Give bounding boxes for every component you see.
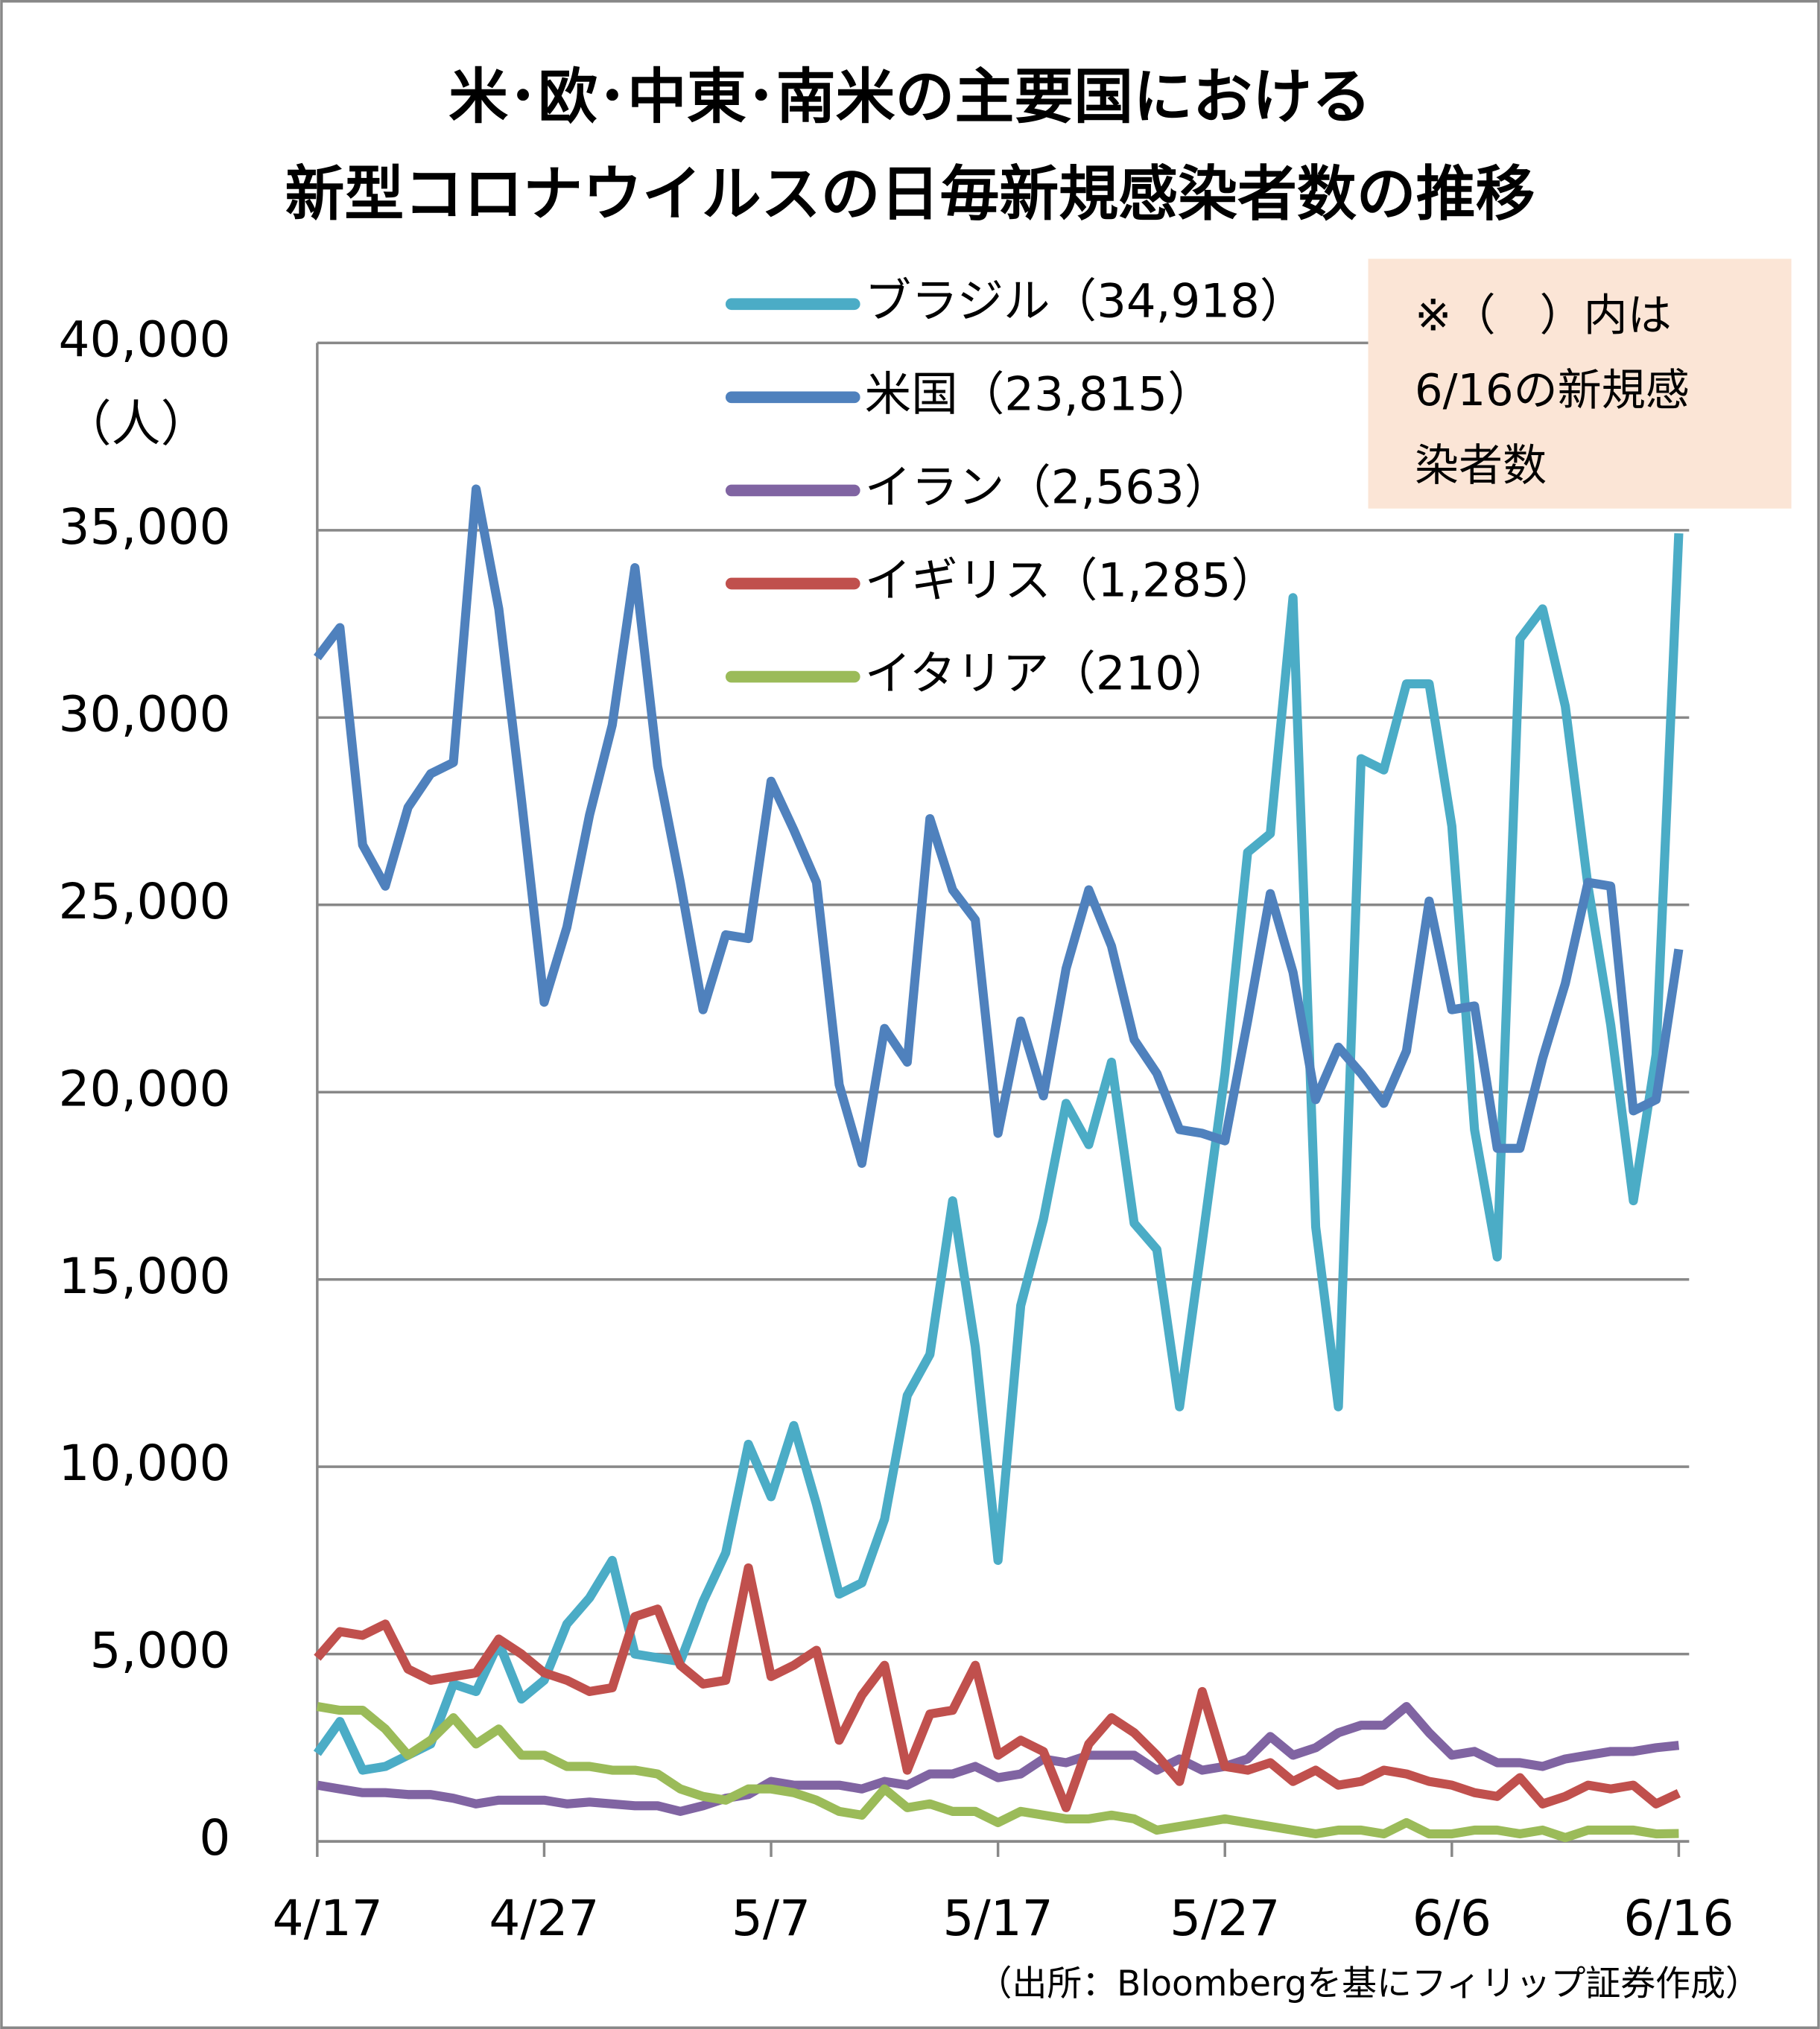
y-tick-label: 25,000 (59, 873, 231, 930)
y-tick-label: 40,000 (59, 311, 231, 368)
x-tick-label: 6/6 (1412, 1890, 1491, 1947)
x-tick-label: 4/17 (273, 1890, 383, 1947)
x-tick-label: 5/7 (732, 1890, 811, 1947)
y-tick-label: 10,000 (59, 1435, 231, 1492)
series-line (316, 1702, 1679, 1843)
series-line (314, 1563, 1681, 1812)
note-box (1368, 258, 1792, 509)
x-tick-label: 4/27 (489, 1890, 599, 1947)
note-text: 6/16の新規感 (1415, 364, 1690, 416)
y-tick-label: 5,000 (89, 1622, 230, 1680)
y-tick-label: 35,000 (59, 498, 231, 556)
legend-label: イギリス（1,285） (865, 553, 1278, 608)
legend-label: イタリア（210） (865, 647, 1231, 701)
x-tick-label: 6/16 (1623, 1890, 1734, 1947)
legend-label: イラン（2,563） (865, 460, 1231, 515)
y-tick-label: 0 (199, 1809, 230, 1867)
y-tick-label: 15,000 (59, 1248, 231, 1305)
x-tick-label: 5/27 (1170, 1890, 1280, 1947)
note-text: ※（ ）内は (1415, 289, 1672, 340)
legend-label: 米国（23,815） (865, 366, 1214, 421)
note-text: 染者数 (1415, 439, 1547, 491)
y-tick-label: 20,000 (59, 1060, 231, 1117)
legend-label: ブラジル（34,918） (865, 273, 1307, 328)
chart-title: 米･欧･中東･南米の主要国における (448, 62, 1372, 131)
chart-title: 新型コロナウイルスの日毎新規感染者数の推移 (285, 159, 1535, 229)
x-tick-label: 5/17 (943, 1890, 1053, 1947)
y-axis-label: （人） (63, 395, 210, 452)
series-line (316, 1701, 1680, 1816)
y-tick-label: 30,000 (59, 685, 231, 743)
source: （出所：Bloombergを基にフィリップ証券作成） (977, 1963, 1760, 2004)
series-line (313, 533, 1684, 1775)
series-line (313, 484, 1684, 1168)
